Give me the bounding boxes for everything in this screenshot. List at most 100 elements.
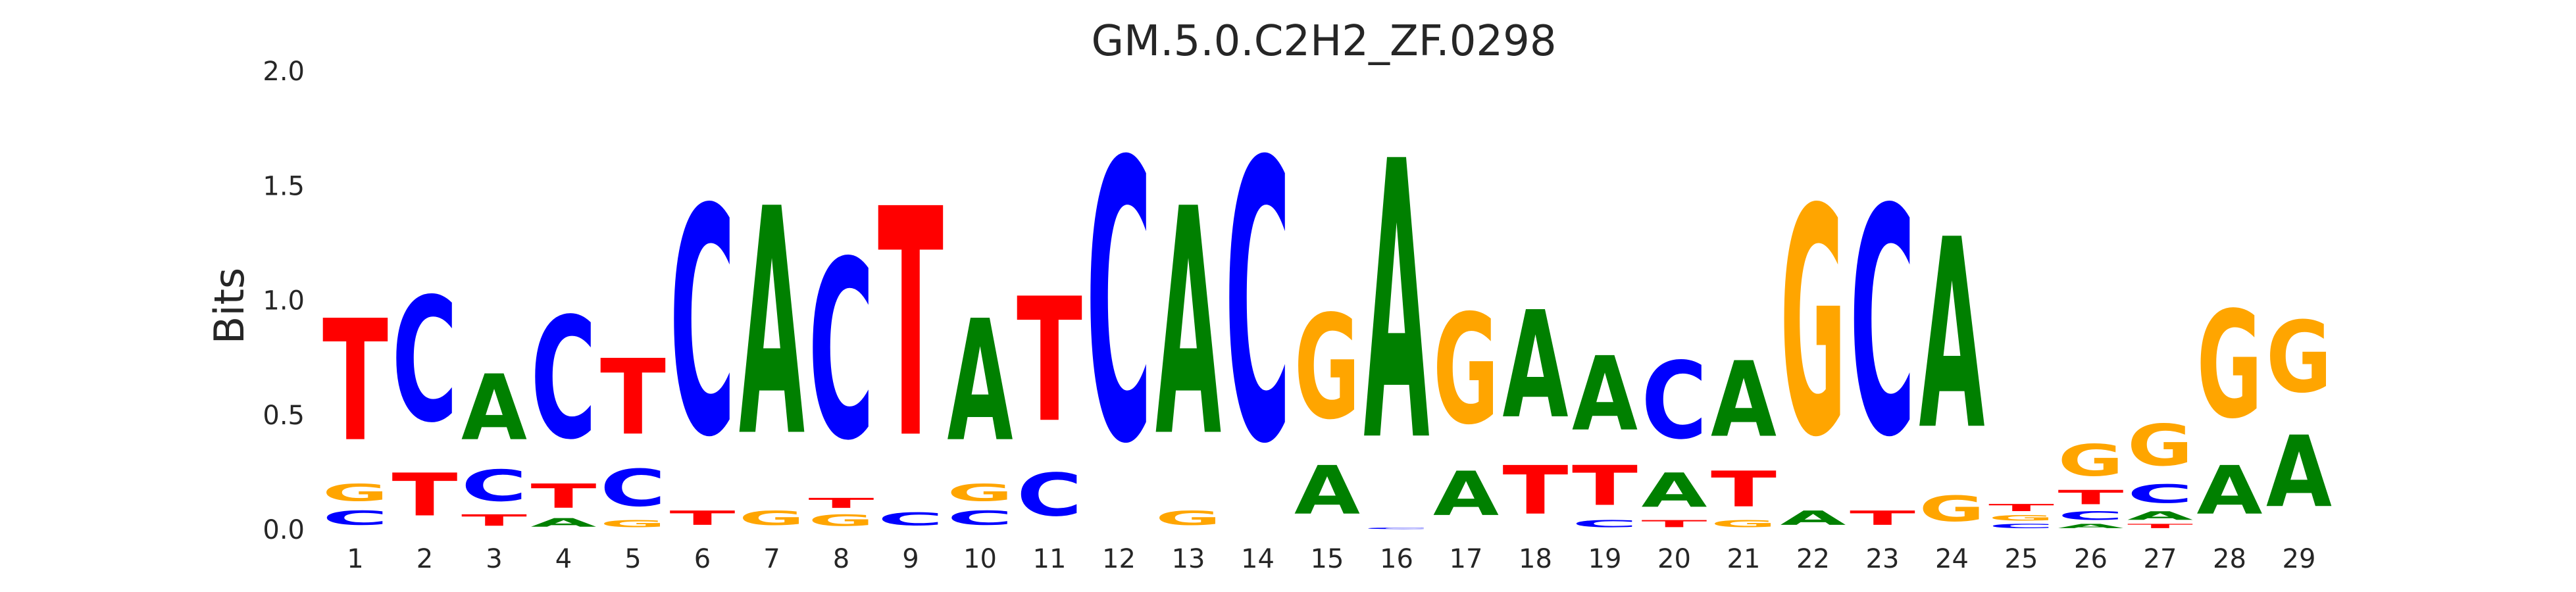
logo-letter-a: A xyxy=(2058,523,2124,530)
logo-letter-t: T xyxy=(670,506,736,530)
logo-letter-g: G xyxy=(322,480,388,506)
logo-letter-c: C xyxy=(947,506,1013,530)
logo-letter-g: G xyxy=(1433,284,1499,458)
logo-letter-a: A xyxy=(531,516,597,530)
logo-letter-a: A xyxy=(1919,185,1986,487)
y-axis-label: Bits xyxy=(205,268,253,344)
x-tick-label: 20 xyxy=(1657,544,1691,574)
x-tick-label: 16 xyxy=(1380,544,1413,574)
logo-letter-a: A xyxy=(2197,452,2263,530)
logo-letter-c: C xyxy=(531,282,597,476)
x-tick-label: 17 xyxy=(1450,544,1483,574)
logo-letter-a: A xyxy=(739,143,805,505)
x-tick-label: 21 xyxy=(1727,544,1761,574)
logo-letter-c: C xyxy=(1225,82,1291,528)
logo-letter-c: C xyxy=(2058,509,2124,523)
x-tick-label: 5 xyxy=(624,544,641,574)
x-tick-label: 2 xyxy=(417,544,433,574)
x-tick-label: 14 xyxy=(1241,544,1275,574)
logo-letter-g: G xyxy=(1919,489,1985,530)
x-tick-label: 3 xyxy=(486,544,502,574)
x-axis-ticks: 1 2 3 4 5 6 7 8 9 10 11 12 13 14 15 16 17 18 19 20 21 22 23 24 2… xyxy=(347,544,2315,574)
logo-letter-c: C xyxy=(322,506,388,530)
logo-letter-c: C xyxy=(1988,523,2054,530)
logo-letter-g: G xyxy=(1155,506,1221,530)
logo-letter-g: G xyxy=(1294,284,1360,451)
logo-letter-g: G xyxy=(947,480,1013,506)
logo-letter-a: A xyxy=(2266,415,2332,529)
logo-letter-g: G xyxy=(809,511,874,530)
logo-letter-c: C xyxy=(1850,144,1915,506)
logo-letter-g: G xyxy=(2058,436,2124,486)
y-tick-label: 0.5 xyxy=(263,401,305,431)
x-tick-label: 28 xyxy=(2213,544,2246,574)
x-tick-label: 27 xyxy=(2144,544,2177,574)
logo-letter-c: C xyxy=(1086,82,1152,528)
chart-title: GM.5.0.C2H2_ZF.0298 xyxy=(1091,17,1556,66)
logo-letter-c: C xyxy=(392,262,458,460)
logo-letter-c: C xyxy=(600,459,666,518)
logo-letter-a: A xyxy=(461,356,527,460)
logo-letter-t: T xyxy=(600,337,666,458)
logo-letter-a: A xyxy=(1503,281,1569,452)
logo-letter-a: A xyxy=(1711,340,1777,461)
logo-letter-t: T xyxy=(809,495,874,511)
logo-letter-c: C xyxy=(461,461,527,511)
x-tick-label: 15 xyxy=(1311,544,1344,574)
x-tick-label: 9 xyxy=(902,544,919,574)
y-tick-label: 0.0 xyxy=(263,515,305,545)
logo-letter-t: T xyxy=(531,477,597,516)
logo-letter-t: T xyxy=(461,511,528,530)
x-tick-label: 25 xyxy=(2005,544,2038,574)
logo-letter-c: C xyxy=(670,144,736,506)
logo-letter-t: T xyxy=(1850,506,1915,530)
logo-letter-g: G xyxy=(1780,143,1846,506)
x-tick-label: 29 xyxy=(2283,544,2316,574)
logo-letter-g: G xyxy=(2197,281,2263,452)
logo-letter-a: A xyxy=(1780,507,1847,530)
logo-letter-t: T xyxy=(1642,518,1707,530)
logo-letter-c: C xyxy=(1017,461,1082,530)
logo-letter-a: A xyxy=(1572,335,1638,453)
y-axis-ticks: 0.0 0.5 1.0 1.5 2.0 xyxy=(263,57,305,545)
x-tick-label: 22 xyxy=(1796,544,1830,574)
logo-letter-t: T xyxy=(2058,486,2124,509)
x-tick-label: 1 xyxy=(347,544,363,574)
x-tick-label: 13 xyxy=(1172,544,1205,574)
logo-letter-a: A xyxy=(1155,143,1222,505)
x-tick-label: 11 xyxy=(1033,544,1067,574)
x-tick-label: 12 xyxy=(1102,544,1136,574)
y-tick-label: 1.0 xyxy=(263,286,305,316)
logo-letter-c: C xyxy=(2127,479,2193,508)
x-tick-label: 19 xyxy=(1588,544,1622,574)
x-tick-label: 7 xyxy=(763,544,780,574)
logo-letter-c: C xyxy=(878,509,944,530)
logo-letter-t: T xyxy=(1503,452,1569,530)
x-tick-label: 4 xyxy=(555,544,572,574)
logo-letter-t: T xyxy=(392,460,458,530)
y-tick-label: 2.0 xyxy=(263,57,305,87)
logo-letter-t: T xyxy=(878,144,944,508)
logo-letter-g: G xyxy=(2266,301,2332,415)
logo-letter-c: C xyxy=(809,210,874,495)
logo-letter-t: T xyxy=(1988,502,2054,513)
logo-letter-c: C xyxy=(1642,340,1707,463)
logo-letter-c: C xyxy=(1572,518,1638,530)
logo-letter-a: A xyxy=(947,285,1013,479)
logo-letter-a: A xyxy=(1294,452,1360,530)
logo-letter-t: T xyxy=(1711,461,1777,518)
logo-letter-t: T xyxy=(322,285,388,479)
logo-letter-a: A xyxy=(1433,459,1499,530)
logo-letter-g: G xyxy=(2127,412,2193,479)
x-tick-label: 6 xyxy=(694,544,711,574)
logo-letter-g: G xyxy=(1711,518,1777,530)
x-tick-label: 23 xyxy=(1866,544,1900,574)
x-tick-label: 26 xyxy=(2074,544,2108,574)
logo-letter-t: T xyxy=(1572,455,1638,518)
logo-letter-a: A xyxy=(2127,509,2193,523)
logo-letter-g: G xyxy=(600,518,666,530)
logo-letter-t: T xyxy=(2127,523,2193,530)
logo-letter-g: G xyxy=(739,506,805,530)
